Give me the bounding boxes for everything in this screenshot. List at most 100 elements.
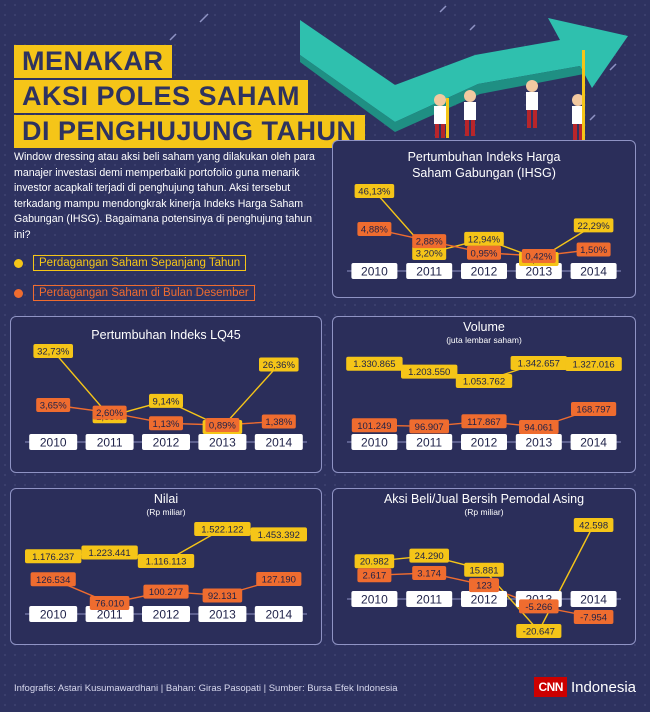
data-label-december: 0,89% [209,421,236,432]
year-box [254,434,303,450]
data-label-december: -7.954 [580,613,607,624]
data-label-box-yearly [510,356,567,370]
data-label-box-december [461,414,507,429]
data-label-yearly: 46,13% [358,187,391,198]
sparkle-decoration [169,5,617,121]
chart-title: Pertumbuhan Indeks Harga [408,150,561,164]
chart-title: Volume [463,320,505,334]
data-label-box-yearly [81,545,138,560]
data-label-december: 2,60% [96,408,123,419]
year-box [570,263,617,279]
data-label-december: 76.010 [95,599,124,610]
data-label-december: 168.797 [576,405,610,416]
data-label-box-december [519,420,559,434]
year-label: 2011 [416,265,442,279]
hero-illustration [169,5,628,140]
data-label-december: 126.534 [36,575,70,586]
data-label-december: 0,95% [471,248,498,259]
footer-credits: Infografis: Astari Kusumawardhani | Baha… [14,683,398,694]
data-label-box-december [412,566,447,580]
panel-asing: Aksi Beli/Jual Bersih Pemodal Asing (Rp m… [332,488,636,645]
people-figures [434,50,585,140]
data-label-box-december [409,419,449,434]
arrow-shadow [300,55,584,132]
year-label: 2014 [265,608,292,622]
data-label-box-december [519,599,559,614]
chart-subtitle: (Rp miliar) [146,507,185,517]
data-label-box-yearly [194,522,251,536]
data-label-box-yearly [565,356,622,371]
data-label-box-december [149,416,183,431]
data-label-box-december [36,398,71,412]
orange-dot-icon [14,288,23,298]
data-label-yearly: 1.342.657 [518,359,560,370]
data-label-box-yearly [25,549,82,564]
year-label: 2011 [416,593,442,607]
data-label-box-december [573,610,614,624]
data-label-december: 94.061 [524,423,553,434]
year-box [461,263,507,279]
data-label-yearly: 22,29% [577,221,610,232]
chart-title: Nilai [154,492,178,506]
chart-ihsg: Pertumbuhan Indeks Harga Saham Gabungan (… [347,150,621,279]
year-label: 2010 [361,593,388,607]
data-label-box-december [576,242,611,257]
data-label-box-yearly [346,356,403,371]
year-box [461,434,507,450]
data-label-box-december [357,568,392,583]
data-label-december: 101.249 [357,421,391,432]
data-label-box-december [571,402,617,416]
brand-logo: CNN Indonesia [534,677,636,697]
data-label-box-december [256,572,302,586]
data-label-box-yearly [250,527,307,542]
data-label-box-december [412,234,447,249]
chart-nilai: Nilai(Rp miliar) 2010 2011 2012 2013 2014 1.17… [25,492,307,622]
data-label-yearly: 3,20% [416,248,443,259]
year-label: 2014 [580,593,607,607]
year-label: 2011 [97,608,123,622]
data-label-yearly: 1.453.392 [258,530,300,541]
year-box [351,434,398,450]
data-label-box-yearly [516,624,562,638]
data-label-box-yearly [354,554,395,569]
year-label: 2011 [97,436,123,450]
chart-subtitle: (Rp miliar) [464,507,503,517]
year-label: 2014 [580,436,607,450]
data-label-yearly: 24.290 [415,551,444,562]
year-box [351,591,398,607]
chart-subtitle: (juta lembar saham) [446,335,522,345]
data-label-box-yearly [409,548,449,563]
legend-yearly-label: Perdagangan Saham Sepanjang Tahun [33,255,247,271]
year-box [29,606,78,622]
data-label-box-december [92,405,127,420]
data-label-december: 2,88% [416,237,443,248]
year-box [461,591,507,607]
chart-volume: Volume(juta lembar saham) 2010 2011 2012 201… [346,320,622,450]
data-label-december: -5.266 [525,602,552,613]
data-label-box-yearly [455,374,513,388]
year-label: 2012 [153,436,180,450]
legend-december: Perdagangan Saham di Bulan Desember [14,283,279,303]
data-label-yearly: 1.116.113 [146,557,187,568]
title-line-1: MENAKAR [14,45,172,78]
panel-nilai: Nilai (Rp miliar) 2010 2011 2012 2013 2014 1.17… [10,488,322,645]
year-box [406,434,453,450]
data-label-december: 100.277 [149,587,183,598]
data-label-yearly: 1.053.762 [463,377,505,388]
year-label: 2012 [471,436,498,450]
chart-title: Aksi Beli/Jual Bersih Pemodal Asing [384,492,584,506]
year-box [515,263,562,279]
year-label: 2012 [471,265,498,279]
data-label-box-december [202,588,243,603]
data-label-box-december [467,245,501,260]
legend-december-label: Perdagangan Saham di Bulan Desember [33,285,255,301]
data-label-box-december [357,222,392,236]
chart-title: Pertumbuhan Indeks LQ45 [91,328,240,342]
data-label-box-yearly [464,231,504,246]
series-line-yearly [52,350,280,428]
year-box [198,606,247,622]
data-label-yearly: 12,94% [468,234,501,245]
year-label: 2011 [416,436,442,450]
rising-arrow-icon [300,18,628,122]
data-label-december: 92.131 [208,591,237,602]
